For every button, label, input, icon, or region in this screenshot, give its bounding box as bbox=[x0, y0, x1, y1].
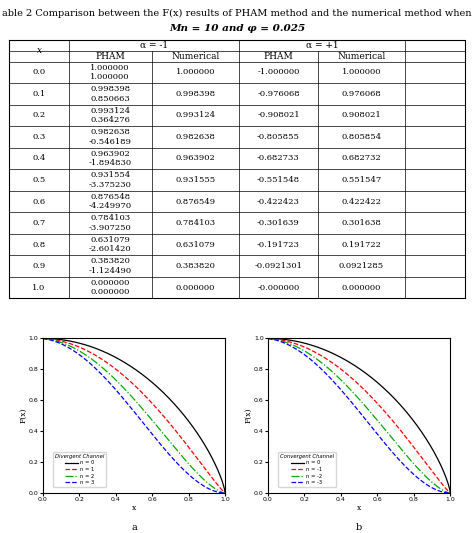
X-axis label: x: x bbox=[132, 504, 136, 512]
Text: PHAM: PHAM bbox=[95, 52, 125, 61]
Text: 0.2: 0.2 bbox=[33, 111, 46, 119]
Text: -0.551548: -0.551548 bbox=[257, 176, 300, 184]
Text: Numerical: Numerical bbox=[337, 52, 385, 61]
Text: 0.000000: 0.000000 bbox=[91, 288, 130, 296]
Text: 0.1: 0.1 bbox=[33, 90, 46, 98]
Text: 0.982638: 0.982638 bbox=[175, 133, 216, 141]
Text: -1.000000: -1.000000 bbox=[257, 68, 300, 76]
Text: 1.000000: 1.000000 bbox=[91, 63, 130, 71]
Text: 0.383820: 0.383820 bbox=[175, 262, 216, 270]
Text: α = +1: α = +1 bbox=[306, 41, 338, 50]
Text: Numerical: Numerical bbox=[172, 52, 219, 61]
Text: 0.8: 0.8 bbox=[33, 240, 46, 248]
Text: 0.784103: 0.784103 bbox=[175, 219, 216, 227]
Text: 0.3: 0.3 bbox=[33, 133, 46, 141]
Text: -0.0921301: -0.0921301 bbox=[255, 262, 302, 270]
Text: 0.000000: 0.000000 bbox=[342, 284, 381, 292]
Text: 0.000000: 0.000000 bbox=[176, 284, 215, 292]
Text: 1.000000: 1.000000 bbox=[342, 68, 381, 76]
Text: able 2 Comparison between the F(x) results of PHAM method and the numerical meth: able 2 Comparison between the F(x) resul… bbox=[2, 9, 472, 18]
Text: 0.963902: 0.963902 bbox=[91, 150, 130, 158]
Text: -0.301639: -0.301639 bbox=[257, 219, 300, 227]
Text: -2.601420: -2.601420 bbox=[89, 245, 131, 253]
Text: -0.908021: -0.908021 bbox=[257, 111, 300, 119]
Text: 0.850663: 0.850663 bbox=[91, 94, 130, 102]
Text: -0.191723: -0.191723 bbox=[257, 240, 300, 248]
Text: -3.907250: -3.907250 bbox=[89, 224, 132, 232]
Y-axis label: F(x): F(x) bbox=[245, 408, 252, 424]
Text: 0.0: 0.0 bbox=[33, 68, 46, 76]
Text: -0.682733: -0.682733 bbox=[257, 155, 300, 163]
Text: Mn = 10 and φ = 0.025: Mn = 10 and φ = 0.025 bbox=[169, 24, 305, 33]
Text: -0.000000: -0.000000 bbox=[257, 284, 300, 292]
Text: 0.631079: 0.631079 bbox=[175, 240, 216, 248]
Text: 0.364276: 0.364276 bbox=[90, 116, 130, 124]
Text: 0.993124: 0.993124 bbox=[90, 107, 130, 115]
Text: 1.0: 1.0 bbox=[33, 284, 46, 292]
Text: 0.993124: 0.993124 bbox=[175, 111, 216, 119]
Text: 0.301638: 0.301638 bbox=[341, 219, 382, 227]
Text: 0.976068: 0.976068 bbox=[342, 90, 381, 98]
X-axis label: x: x bbox=[357, 504, 361, 512]
Text: 0.383820: 0.383820 bbox=[90, 257, 130, 265]
Text: a: a bbox=[131, 522, 137, 531]
Text: 0.682732: 0.682732 bbox=[342, 155, 381, 163]
Text: 0.876549: 0.876549 bbox=[175, 198, 216, 206]
Text: -0.422423: -0.422423 bbox=[257, 198, 300, 206]
Y-axis label: F(x): F(x) bbox=[19, 408, 27, 424]
Text: 0.551547: 0.551547 bbox=[341, 176, 382, 184]
Text: b: b bbox=[356, 522, 362, 531]
Text: 0.963902: 0.963902 bbox=[176, 155, 215, 163]
Text: 0.908021: 0.908021 bbox=[342, 111, 381, 119]
Text: -1.124490: -1.124490 bbox=[89, 267, 132, 275]
Text: -3.375230: -3.375230 bbox=[89, 181, 132, 189]
Text: 0.6: 0.6 bbox=[33, 198, 46, 206]
Text: 0.931555: 0.931555 bbox=[175, 176, 216, 184]
Text: 0.5: 0.5 bbox=[33, 176, 46, 184]
Text: x: x bbox=[36, 46, 42, 55]
Text: 1.000000: 1.000000 bbox=[91, 73, 130, 81]
Text: 1.000000: 1.000000 bbox=[176, 68, 215, 76]
Text: -0.976068: -0.976068 bbox=[257, 90, 300, 98]
Text: 0.4: 0.4 bbox=[32, 155, 46, 163]
Text: -0.805855: -0.805855 bbox=[257, 133, 300, 141]
Text: 0.931554: 0.931554 bbox=[90, 171, 130, 179]
Text: 0.805854: 0.805854 bbox=[341, 133, 382, 141]
Text: 0.631079: 0.631079 bbox=[90, 236, 130, 244]
Text: PHAM: PHAM bbox=[264, 52, 293, 61]
Text: 0.982638: 0.982638 bbox=[90, 128, 130, 136]
Text: 0.422422: 0.422422 bbox=[341, 198, 382, 206]
Text: 0.0921285: 0.0921285 bbox=[339, 262, 384, 270]
Text: 0.876548: 0.876548 bbox=[90, 193, 130, 201]
Text: 0.9: 0.9 bbox=[33, 262, 46, 270]
Text: 0.784103: 0.784103 bbox=[90, 214, 130, 222]
Text: α = -1: α = -1 bbox=[140, 41, 168, 50]
Text: -1.894830: -1.894830 bbox=[89, 159, 132, 167]
Text: -0.546189: -0.546189 bbox=[89, 138, 132, 146]
Text: 0.000000: 0.000000 bbox=[91, 279, 130, 287]
Text: -4.249970: -4.249970 bbox=[89, 203, 132, 211]
Text: 0.7: 0.7 bbox=[33, 219, 46, 227]
Text: 0.191722: 0.191722 bbox=[341, 240, 382, 248]
Text: 0.998398: 0.998398 bbox=[175, 90, 216, 98]
Text: 0.998398: 0.998398 bbox=[90, 85, 130, 93]
Legend: n = 0, n = 1, n = 2, n = 3: n = 0, n = 1, n = 2, n = 3 bbox=[53, 452, 106, 487]
Legend: n = 0, n = -1, n = -2, n = -3: n = 0, n = -1, n = -2, n = -3 bbox=[278, 452, 336, 487]
